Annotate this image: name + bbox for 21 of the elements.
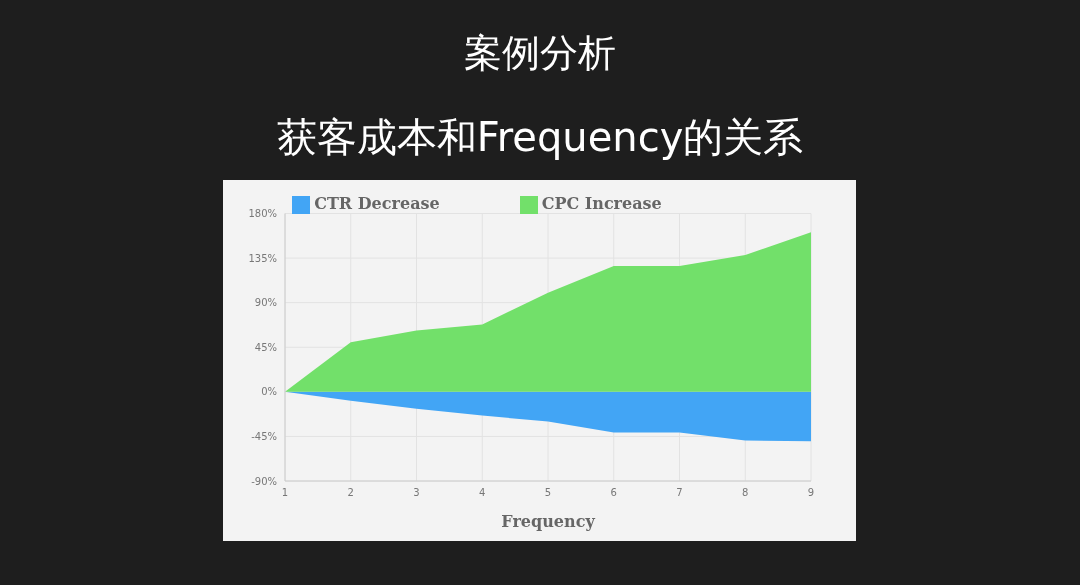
y-tick-label: 0% <box>261 386 277 398</box>
x-tick-label: 9 <box>807 487 815 499</box>
y-tick-label: -45% <box>251 430 277 442</box>
y-tick-label: 180% <box>248 208 277 220</box>
x-tick-label: 8 <box>742 487 749 499</box>
x-tick-label: 3 <box>413 487 420 499</box>
x-tick-label: 2 <box>347 487 354 499</box>
x-tick-label: 5 <box>544 487 552 499</box>
y-tick-label: 45% <box>254 341 277 353</box>
legend-label: CPC Increase <box>541 194 662 213</box>
x-tick-label: 1 <box>281 487 289 499</box>
chart-title: 案例分析 <box>463 30 617 77</box>
x-tick-label: 6 <box>610 487 617 499</box>
x-axis-title: Frequency <box>501 512 596 531</box>
y-tick-label: 90% <box>254 297 277 309</box>
legend-label: CTR Decrease <box>314 194 440 213</box>
chart-subtitle: 获客成本和Frequency的关系 <box>275 113 805 162</box>
x-tick-label: 7 <box>676 487 683 499</box>
y-tick-label: -90% <box>251 475 277 487</box>
y-tick-label: 135% <box>248 252 277 264</box>
x-tick-label: 4 <box>479 487 486 499</box>
